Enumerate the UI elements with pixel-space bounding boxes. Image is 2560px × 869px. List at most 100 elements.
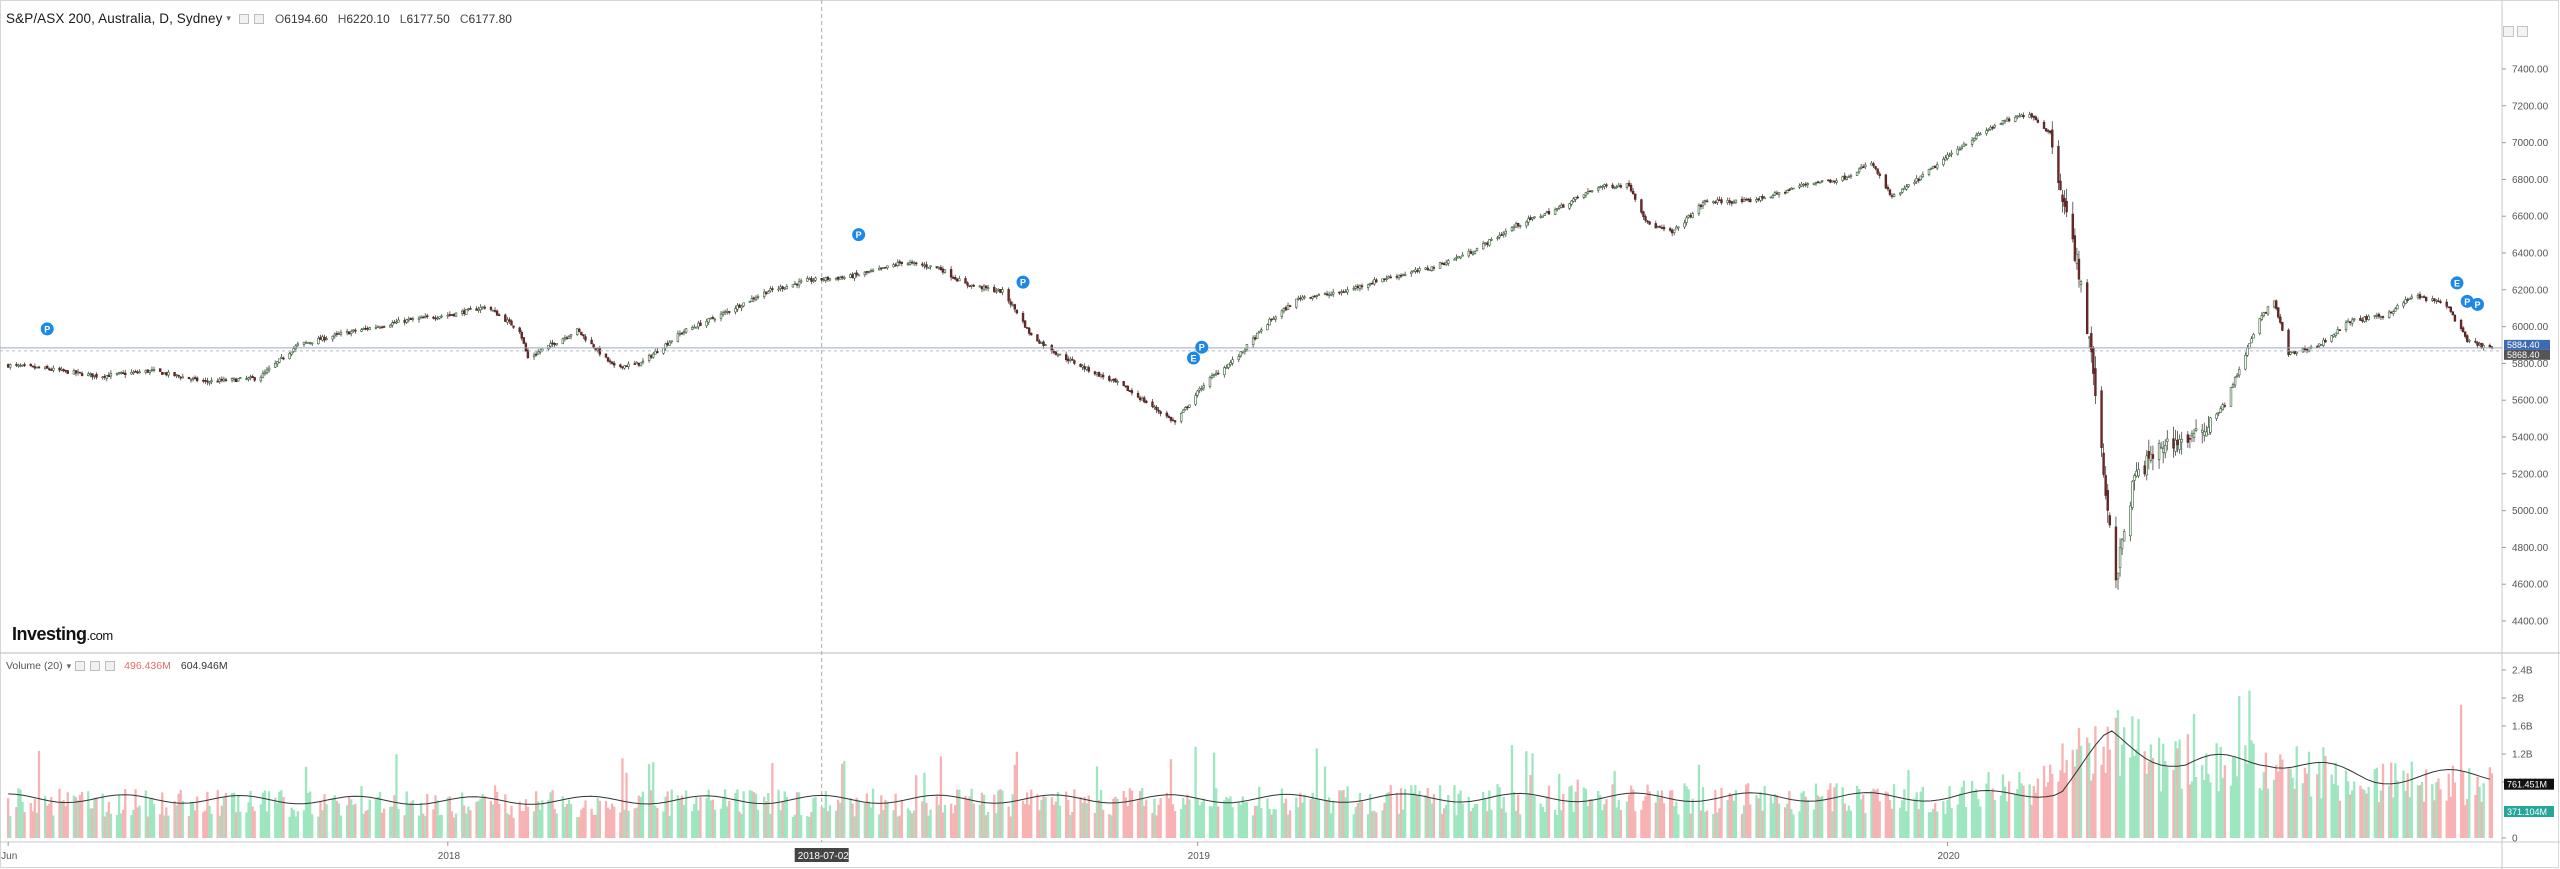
candle-up [1301, 296, 1304, 300]
volume-bar-down [2303, 767, 2307, 838]
volume-bar-up [189, 802, 193, 838]
candle-up [1617, 184, 1620, 187]
symbol-title[interactable]: S&P/ASX 200, Australia, D, Sydney [6, 11, 223, 26]
volume-bar-up [1921, 786, 1924, 838]
event-marker [2450, 276, 2464, 290]
volume-bar-up [863, 803, 866, 838]
candle-down [1730, 201, 1733, 204]
candle-up [389, 324, 392, 328]
candle-up [438, 316, 441, 319]
candle-down [2042, 121, 2046, 129]
volume-bar-up [1999, 795, 2003, 838]
candle-up [978, 285, 982, 288]
volume-bar-up [17, 788, 20, 838]
candle-up [132, 371, 135, 374]
volume-bar-down [1042, 796, 1045, 838]
volume-bar-up [709, 800, 712, 838]
chevron-down-icon[interactable]: ▾ [66, 660, 72, 671]
volume-bar-up [1864, 813, 1867, 838]
volume-bar-up [259, 804, 263, 838]
volume-bar-up [1387, 791, 1390, 838]
volume-bar-up [325, 804, 328, 838]
volume-bar-up [1354, 807, 1357, 838]
candle-down [1093, 371, 1097, 375]
price-tick-label: 6000.00 [2512, 322, 2549, 333]
candle-up [1958, 148, 1962, 151]
candle-down [795, 283, 799, 286]
volume-bar-down [1784, 807, 1787, 838]
volume-bar-down [2359, 785, 2362, 838]
volume-bar-up [2420, 782, 2424, 838]
candle-down [2274, 300, 2278, 309]
volume-bar-down [810, 812, 813, 838]
candle-down [2449, 306, 2452, 312]
candle-down [1013, 304, 1016, 310]
candle-up [1601, 186, 1604, 188]
candle-down [1157, 409, 1160, 412]
volume-bar-down [2092, 773, 2095, 838]
volume-bar-up [230, 793, 234, 838]
candle-up [152, 369, 156, 371]
settings-icon[interactable] [238, 13, 249, 24]
volume-bar-up [1223, 800, 1226, 838]
volume-bar-down [2316, 774, 2319, 838]
volume-bar-up [2014, 794, 2017, 838]
volume-bar-up [1845, 810, 1848, 838]
restore-icon[interactable] [2503, 26, 2514, 37]
volume-bar-up [2388, 785, 2391, 838]
previous-close-label: 5868.40 [2507, 350, 2540, 360]
volume-bar-up [1800, 792, 1803, 838]
volume-title[interactable]: Volume (20) [6, 660, 63, 672]
candle-up [1944, 157, 1947, 161]
hide-icon[interactable] [90, 661, 101, 671]
volume-bar-up [2020, 783, 2023, 838]
candle-up [748, 300, 751, 303]
volume-bar-up [2330, 774, 2333, 838]
maximize-icon[interactable] [2517, 26, 2528, 37]
candle-up [1202, 385, 1205, 389]
volume-bar-up [937, 804, 940, 838]
volume-bar-down [1740, 813, 1744, 838]
candle-up [1514, 223, 1518, 228]
candle-up [1901, 188, 1904, 193]
volume-bar-down [666, 791, 669, 838]
volume-bar-up [2295, 746, 2298, 838]
volume-bar-up [1519, 814, 1522, 838]
candle-up [306, 342, 310, 344]
candle-down [1833, 180, 1836, 183]
volume-bar-down [680, 795, 684, 838]
hide-icon[interactable] [253, 13, 264, 24]
settings-icon[interactable] [75, 661, 86, 671]
volume-bar-up [2164, 760, 2167, 838]
candle-down [949, 269, 953, 278]
volume-bar-down [2275, 764, 2278, 838]
volume-bar-down [1443, 808, 1446, 838]
chevron-down-icon[interactable]: ▾ [226, 13, 231, 23]
volume-bar-up [2346, 781, 2350, 838]
candle-up [2246, 347, 2249, 356]
volume-bar-up [395, 754, 398, 838]
candle-down [1874, 166, 1877, 169]
volume-bar-up [479, 798, 482, 838]
volume-bar-up [1496, 784, 1499, 838]
volume-bar-up [1584, 788, 1588, 838]
candle-up [695, 326, 698, 329]
volume-bar-up [713, 809, 717, 838]
volume-bar-down [463, 805, 466, 838]
candle-up [1229, 362, 1232, 365]
volume-bar-up [1901, 800, 1904, 838]
candle-down [1432, 267, 1436, 269]
time-tick-label: Jun [1, 851, 17, 862]
candle-down [1167, 416, 1171, 418]
volume-bar-down [2106, 726, 2109, 838]
volume-bar-up [1533, 796, 1536, 838]
volume-bar-up [263, 790, 267, 838]
volume-bar-up [2137, 719, 2140, 838]
candle-down [582, 334, 585, 337]
candle-down [964, 278, 967, 284]
close-icon[interactable] [105, 661, 116, 671]
volume-bar-down [1007, 806, 1010, 838]
volume-bar-down [1761, 810, 1764, 838]
candle-up [1346, 289, 1349, 293]
